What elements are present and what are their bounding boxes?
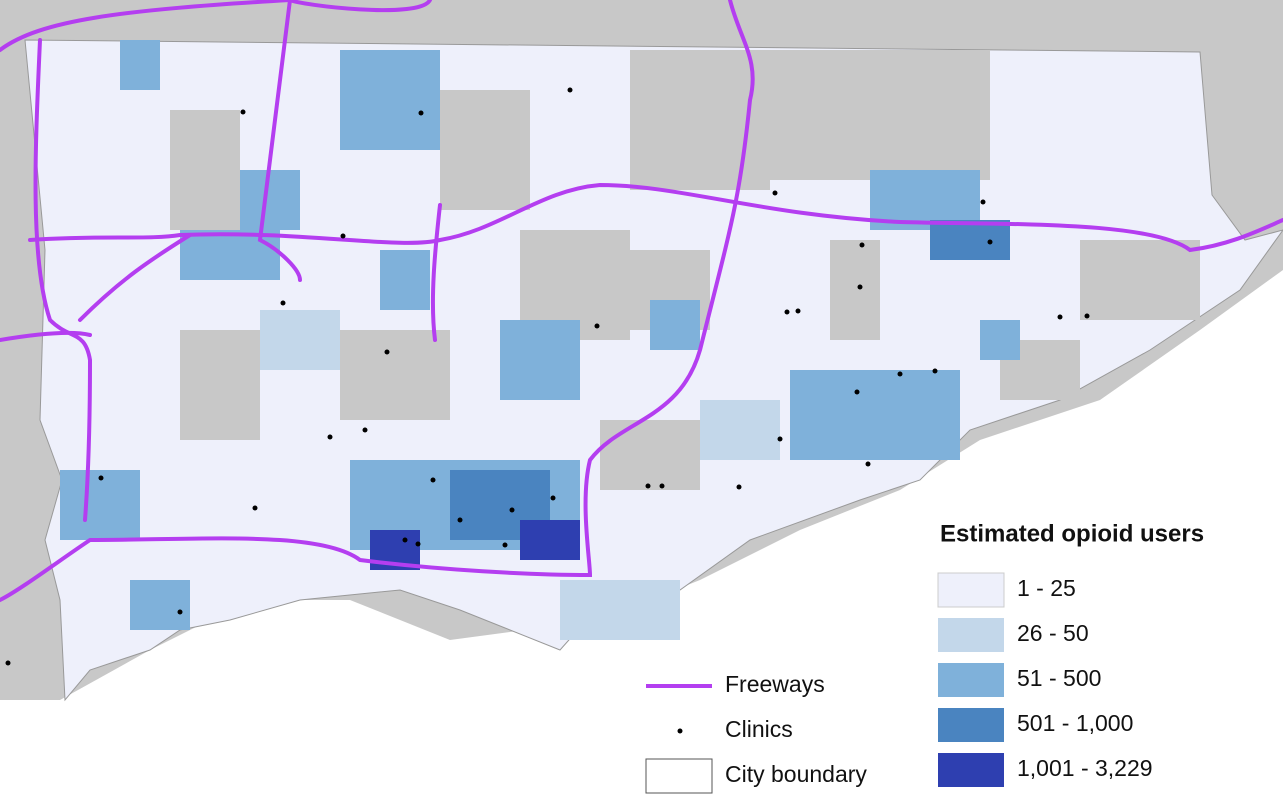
legend-label: 51 - 500 [1017,665,1101,691]
legend-label: 1 - 25 [1017,575,1076,601]
legend-swatch [938,663,1004,697]
clinics [5,87,1090,666]
legend-label: 1,001 - 3,229 [1017,755,1153,781]
legend-swatch [938,618,1004,652]
legend-swatch [938,753,1004,787]
legend-label: Freeways [725,671,825,697]
legend-swatch [938,708,1004,742]
legend: Estimated opioid users 1 - 25 26 - 50 51 -… [645,520,1204,794]
legend-title: Estimated opioid users [940,520,1204,547]
freeways [0,0,1283,602]
legend-swatch [937,572,1005,608]
density-patches [60,40,1020,640]
legend-clinic-symbol [677,728,683,734]
legend-label: Clinics [725,716,793,742]
legend-label: 501 - 1,000 [1017,710,1133,736]
legend-boundary-symbol [645,758,713,794]
legend-label: 26 - 50 [1017,620,1089,646]
legend-label: City boundary [725,761,867,787]
